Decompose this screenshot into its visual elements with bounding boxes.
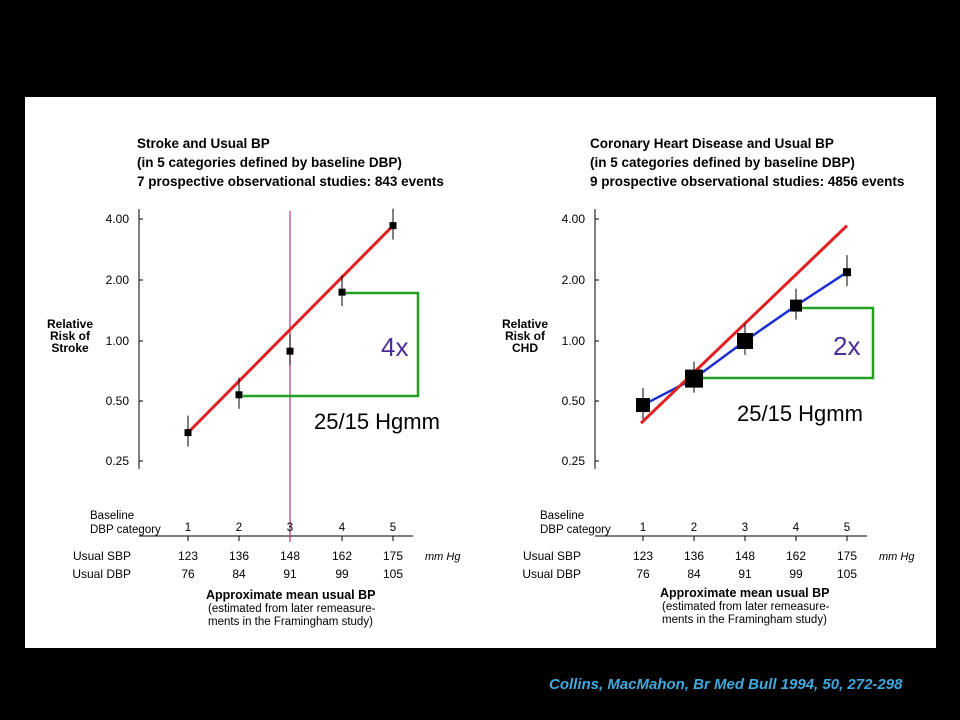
data-point xyxy=(843,268,851,277)
chart-panel-1 xyxy=(138,208,420,542)
sbp-value: 123 xyxy=(178,549,198,563)
ratio-annotation: 2x xyxy=(833,331,860,361)
category-row-label-line: DBP category xyxy=(90,524,161,536)
citation: Collins, MacMahon, Br Med Bull 1994, 50,… xyxy=(549,676,903,693)
chart-title-line: 9 prospective observational studies: 485… xyxy=(590,174,904,189)
x-axis-label: Approximate mean usual BP xyxy=(660,586,830,600)
y-tick-label: 1.00 xyxy=(106,334,130,348)
x-axis-label: Approximate mean usual BP xyxy=(206,588,376,602)
chart-title-line: Stroke and Usual BP xyxy=(137,136,270,151)
category-label: 3 xyxy=(287,522,293,534)
category-row-label-line: Baseline xyxy=(90,510,134,522)
ratio-annotation: 4x xyxy=(381,332,408,362)
dbp-value: 99 xyxy=(335,567,349,581)
dbp-value: 105 xyxy=(837,567,857,581)
category-label: 5 xyxy=(390,522,396,534)
category-label: 1 xyxy=(185,522,191,534)
sbp-value: 136 xyxy=(229,549,249,563)
y-axis-label-line: CHD xyxy=(512,341,538,355)
category-label: 2 xyxy=(236,522,242,534)
fit-line xyxy=(186,224,395,434)
y-axis-label-line: Relative xyxy=(502,317,548,331)
chart-title-line: (in 5 categories defined by baseline DBP… xyxy=(590,155,855,170)
category-label: 1 xyxy=(640,522,646,534)
dbp-value: 76 xyxy=(636,567,650,581)
difference-annotation: 25/15 Hgmm xyxy=(737,401,863,426)
category-label: 5 xyxy=(844,522,850,534)
x-axis-note-line: ments in the Framingham study) xyxy=(662,614,827,626)
dbp-value: 105 xyxy=(383,567,403,581)
data-point xyxy=(389,222,397,230)
unit-label: mm Hg xyxy=(879,551,915,563)
data-point xyxy=(184,429,192,437)
y-tick-label: 0.50 xyxy=(106,394,130,408)
sbp-value: 148 xyxy=(735,549,755,563)
dbp-row-label: Usual DBP xyxy=(522,567,581,581)
slide-panel: Stroke and Usual BP (in 5 categories defi… xyxy=(25,97,936,648)
dbp-value: 84 xyxy=(687,567,701,581)
y-axis-label-line: Relative xyxy=(47,317,93,331)
chart-canvas: Stroke and Usual BP (in 5 categories defi… xyxy=(47,136,915,628)
y-axis-label-line: Risk of xyxy=(505,329,546,343)
category-label: 3 xyxy=(742,522,748,534)
data-point xyxy=(338,288,346,296)
dbp-value: 91 xyxy=(283,567,297,581)
dbp-row-label: Usual DBP xyxy=(72,567,131,581)
data-point xyxy=(636,398,650,413)
fit-line xyxy=(639,224,849,425)
sbp-value: 175 xyxy=(383,549,403,563)
category-label: 4 xyxy=(793,522,800,534)
y-axis-label-line: Stroke xyxy=(51,341,89,355)
x-axis-note-line: (estimated from later remeasure- xyxy=(208,603,376,615)
y-tick-label: 0.25 xyxy=(106,454,130,468)
sbp-value: 123 xyxy=(633,549,653,563)
x-axis-note-line: (estimated from later remeasure- xyxy=(662,601,830,613)
y-tick-label: 4.00 xyxy=(106,212,130,226)
data-point xyxy=(286,347,294,355)
difference-annotation: 25/15 Hgmm xyxy=(314,409,440,434)
category-label: 2 xyxy=(691,522,697,534)
chart-title-line: 7 prospective observational studies: 843… xyxy=(137,174,444,189)
y-tick-label: 0.25 xyxy=(562,454,586,468)
sbp-value: 162 xyxy=(786,549,806,563)
dbp-value: 91 xyxy=(738,567,752,581)
dbp-value: 76 xyxy=(181,567,195,581)
data-point xyxy=(235,391,243,399)
sbp-value: 162 xyxy=(332,549,352,563)
y-tick-label: 4.00 xyxy=(562,212,586,226)
data-point xyxy=(790,299,802,312)
dbp-value: 99 xyxy=(789,567,803,581)
difference-bracket xyxy=(695,306,875,380)
dbp-value: 84 xyxy=(232,567,246,581)
y-axis-label-line: Risk of xyxy=(50,329,91,343)
y-tick-label: 2.00 xyxy=(106,273,130,287)
chart-title-line: (in 5 categories defined by baseline DBP… xyxy=(137,155,402,170)
category-label: 4 xyxy=(339,522,346,534)
category-row-label-line: Baseline xyxy=(540,510,584,522)
chart-panel-2 xyxy=(594,209,875,541)
sbp-value: 148 xyxy=(280,549,300,563)
data-point xyxy=(685,369,703,388)
chart-title-line: Coronary Heart Disease and Usual BP xyxy=(590,136,834,151)
difference-bracket xyxy=(243,291,420,398)
y-tick-label: 1.00 xyxy=(562,334,586,348)
sbp-row-label: Usual SBP xyxy=(73,549,131,563)
sbp-value: 136 xyxy=(684,549,704,563)
data-point xyxy=(737,333,753,349)
unit-label: mm Hg xyxy=(425,551,461,563)
y-tick-label: 2.00 xyxy=(562,273,586,287)
sbp-value: 175 xyxy=(837,549,857,563)
x-axis-note-line: ments in the Framingham study) xyxy=(208,616,373,628)
sbp-row-label: Usual SBP xyxy=(523,549,581,563)
category-row-label-line: DBP category xyxy=(540,524,611,536)
y-tick-label: 0.50 xyxy=(562,394,586,408)
